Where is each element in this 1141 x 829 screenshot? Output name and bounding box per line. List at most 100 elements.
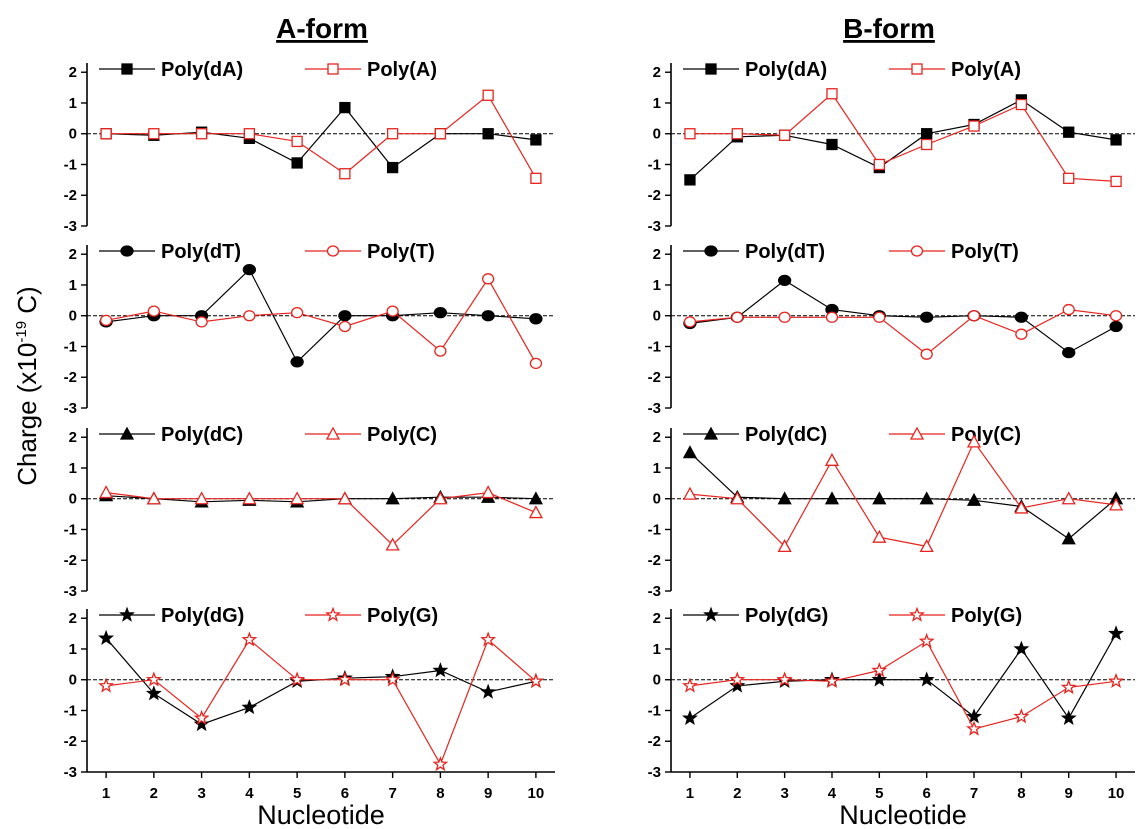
- legend-label: Poly(A): [367, 59, 437, 81]
- data-point: [777, 274, 792, 287]
- y-tick-label: 0: [69, 672, 77, 689]
- data-point: [919, 539, 934, 553]
- x-tick-label: 5: [875, 785, 883, 802]
- legend-entry: Poly(T): [305, 241, 435, 263]
- data-point: [824, 491, 840, 505]
- data-point: [1110, 175, 1122, 188]
- legend-marker: [910, 245, 924, 257]
- y-tick-label: -3: [64, 764, 77, 781]
- legend-marker: [909, 606, 925, 622]
- data-point: [241, 699, 258, 715]
- y-tick-label: 2: [69, 246, 77, 263]
- series-line: [106, 106, 536, 169]
- series-polyt: [99, 273, 543, 370]
- legend-label: Poly(T): [951, 241, 1019, 263]
- data-point: [337, 491, 352, 505]
- y-axis-label-unit: C): [12, 286, 42, 321]
- y-tick-label: -1: [64, 702, 77, 719]
- legend-entry: Poly(dA): [99, 59, 243, 81]
- data-point: [967, 310, 981, 322]
- y-tick-label: -2: [64, 552, 77, 569]
- data-point: [481, 310, 495, 322]
- data-point: [339, 168, 351, 180]
- y-tick-label: -3: [648, 583, 661, 600]
- y-axis-label: Charge (x10-19 C): [12, 286, 42, 485]
- data-point: [100, 128, 112, 140]
- legend-entry: Poly(C): [305, 424, 437, 446]
- series-line: [689, 440, 1117, 548]
- y-tick-label: -2: [648, 369, 661, 386]
- data-point: [290, 491, 305, 505]
- column-title: A-form: [276, 13, 368, 44]
- data-point: [338, 310, 352, 322]
- y-tick-label: 1: [69, 277, 77, 294]
- series-polydg: [681, 625, 1125, 725]
- data-point: [1062, 346, 1076, 359]
- y-tick-label: -1: [64, 521, 77, 538]
- data-point: [145, 685, 162, 701]
- legend-entry: Poly(dT): [683, 241, 825, 263]
- y-tick-label: 2: [653, 610, 661, 627]
- data-point: [528, 491, 543, 505]
- panel-2: -3 -2 -1 0 1 2 Poly(dT) Poly(T): [648, 241, 1135, 417]
- y-tick-label: -2: [64, 369, 77, 386]
- x-tick-label: 7: [388, 785, 396, 802]
- data-point: [290, 307, 304, 319]
- data-point: [1014, 500, 1029, 514]
- y-tick-label: 0: [653, 308, 661, 325]
- x-tick-label: 1: [686, 785, 694, 802]
- legend-marker: [119, 606, 135, 622]
- legend-label: Poly(A): [951, 59, 1021, 81]
- series-polyc: [99, 485, 543, 551]
- data-point: [921, 138, 933, 151]
- legend-entry: Poly(A): [889, 59, 1021, 81]
- data-point: [386, 305, 399, 317]
- y-tick-label: -2: [648, 552, 661, 569]
- y-tick-label: -2: [648, 733, 661, 750]
- y-tick-label: -3: [648, 400, 661, 417]
- data-point: [966, 434, 982, 448]
- data-point: [872, 491, 887, 505]
- data-point: [730, 491, 745, 505]
- data-point: [434, 128, 447, 140]
- data-point: [482, 128, 494, 140]
- y-tick-label: 1: [653, 95, 661, 112]
- legend-entry: Poly(T): [889, 241, 1019, 263]
- series-line: [105, 637, 537, 725]
- x-tick-label: 2: [150, 785, 158, 802]
- data-point: [98, 677, 115, 693]
- data-point: [824, 452, 840, 466]
- data-point: [731, 128, 743, 140]
- y-tick-label: -1: [64, 156, 77, 173]
- legend-label: Poly(G): [367, 605, 438, 627]
- data-point: [432, 662, 449, 678]
- data-point: [918, 632, 935, 649]
- y-tick-label: 1: [653, 277, 661, 294]
- y-tick-label: -1: [648, 521, 661, 538]
- y-tick-label: -2: [64, 733, 77, 750]
- legend-entry: Poly(dG): [99, 605, 244, 627]
- data-point: [968, 120, 980, 132]
- data-point: [386, 161, 399, 174]
- data-point: [386, 128, 399, 140]
- legend-label: Poly(dT): [745, 241, 825, 263]
- series-polyt: [683, 303, 1123, 360]
- data-point: [684, 174, 696, 186]
- legend-entry: Poly(dT): [99, 241, 241, 263]
- data-point: [195, 316, 208, 328]
- data-point: [433, 491, 448, 505]
- data-point: [1013, 708, 1030, 724]
- x-tick-label: 4: [245, 785, 254, 802]
- legend-label: Poly(G): [951, 605, 1022, 627]
- legend-marker: [705, 63, 717, 75]
- data-point: [241, 631, 258, 647]
- legend-label: Poly(dC): [745, 424, 827, 446]
- data-point: [291, 157, 303, 169]
- data-point: [731, 311, 744, 323]
- data-point: [1108, 497, 1124, 511]
- panel-4: -3 -2 -1 0 1 2 1 2 3 4 5 6 7 8 9 10 Nucleotide Poly(dG) Po…: [648, 605, 1135, 829]
- legend-entry: Poly(dC): [683, 424, 827, 446]
- panel-3: -3 -2 -1 0 1 2 Poly(dC) Poly(C): [648, 424, 1135, 600]
- data-point: [148, 128, 160, 140]
- data-point: [290, 356, 304, 368]
